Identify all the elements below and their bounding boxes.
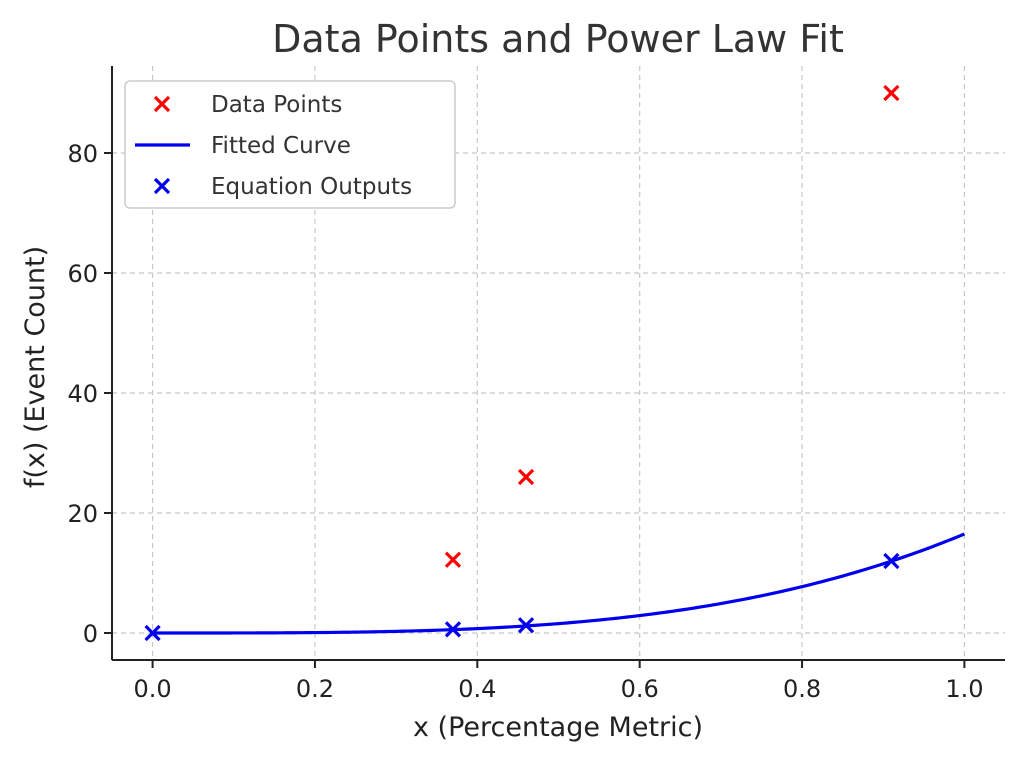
equation-outputs-point: [883, 552, 900, 570]
equation-outputs-point-stroke: [144, 624, 161, 642]
y-tick-label: 60: [67, 260, 98, 288]
legend: Data Points Fitted Curve Equation Outputs: [124, 80, 456, 209]
x-tick-label: 0.0: [134, 675, 172, 703]
x-tick-label: 0.4: [458, 675, 496, 703]
equation-outputs-point: [444, 621, 462, 638]
equation-outputs-point: [517, 617, 535, 634]
legend-swatch-equation-outputs: [153, 177, 171, 195]
x-tick-label: 1.0: [945, 675, 983, 703]
y-tick-label: 20: [67, 500, 98, 528]
legend-box: [124, 80, 456, 209]
x-tick-label: 0.8: [783, 675, 821, 703]
data-points-point: [517, 468, 535, 486]
equation-outputs-point-stroke: [444, 621, 462, 638]
series: [144, 84, 966, 642]
legend-entry-fitted-curve: Fitted Curve: [135, 133, 351, 159]
x-axis-label: x (Percentage Metric): [413, 712, 703, 743]
legend-entry-data-points: Data Points: [153, 92, 342, 118]
data-points-point-stroke: [883, 84, 900, 102]
data-points-point-stroke: [444, 551, 462, 568]
legend-entry-equation-outputs: Equation Outputs: [153, 174, 412, 200]
equation-outputs-point: [144, 624, 161, 642]
data-points-point: [883, 84, 900, 102]
data-points-point-stroke: [517, 468, 535, 486]
x-tick-label: 0.2: [296, 675, 334, 703]
legend-label-fitted-curve: Fitted Curve: [211, 133, 351, 159]
legend-swatch-equation-outputs-stroke: [153, 177, 171, 195]
equation-outputs-point-stroke: [517, 617, 535, 634]
y-tick-label: 0: [83, 620, 98, 648]
x-tick-label: 0.6: [621, 675, 659, 703]
fitted-curve-line: [152, 532, 966, 635]
legend-label-equation-outputs: Equation Outputs: [211, 174, 412, 200]
equation-outputs-point-stroke: [883, 552, 900, 570]
legend-swatch-data-points-stroke: [153, 95, 171, 113]
data-points-point: [444, 551, 462, 568]
chart-title: Data Points and Power Law Fit: [272, 17, 844, 61]
y-axis-label: f(x) (Event Count): [20, 246, 51, 488]
y-tick-label: 80: [67, 140, 98, 168]
legend-swatch-data-points: [153, 95, 171, 113]
y-tick-label: 40: [67, 380, 98, 408]
axes: [111, 66, 1005, 661]
legend-label-data-points: Data Points: [211, 92, 342, 118]
ticks: 0.0 0.2 0.4 0.6 0.8 1.0 0 20 40 60 80: [67, 140, 983, 703]
